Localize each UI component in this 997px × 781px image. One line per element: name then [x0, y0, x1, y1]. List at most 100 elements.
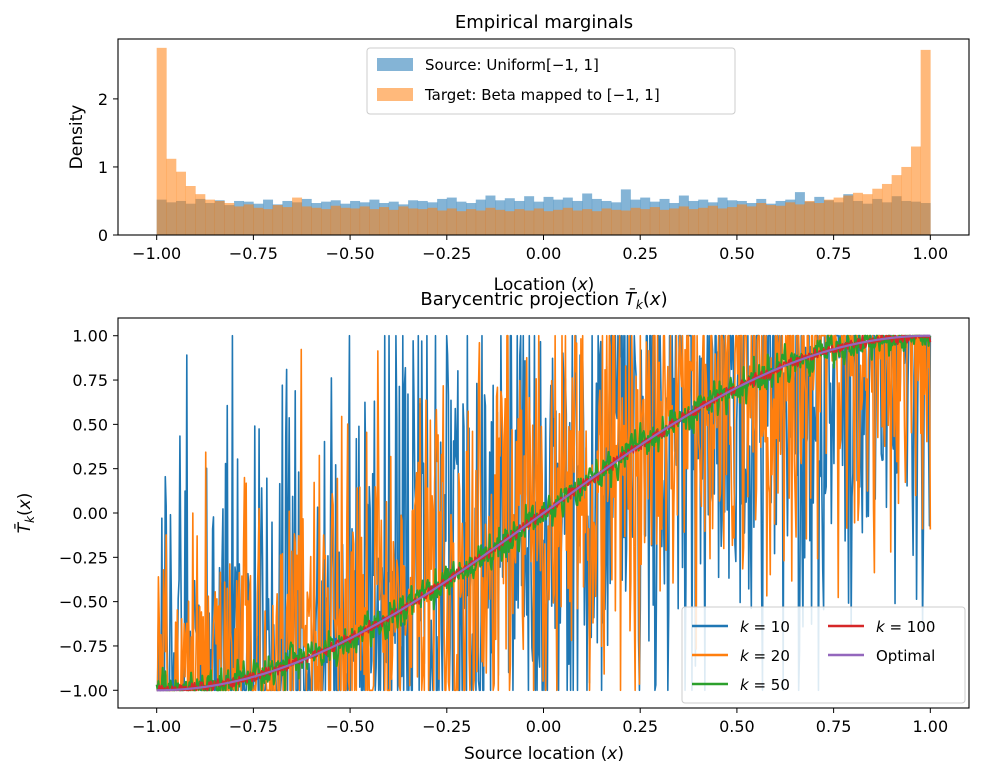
histogram-chart: Empirical marginals −1.00 −0.75 −0.50 −0.25…	[67, 12, 970, 295]
target-bar	[872, 188, 883, 235]
x-tick-label: 0.75	[816, 244, 852, 263]
legend-label: k = 50	[740, 676, 790, 694]
y-tick-label: 0.50	[72, 415, 108, 434]
target-bar	[794, 204, 805, 235]
target-bar	[388, 209, 399, 235]
target-bar	[611, 209, 622, 235]
histogram-y-ticks: 0 1 2	[98, 90, 118, 245]
projection-y-label: T̄k(x)	[13, 493, 37, 534]
target-bar	[640, 209, 651, 235]
target-bar	[543, 211, 554, 235]
y-tick-label: 0	[98, 226, 108, 245]
target-bar	[843, 195, 854, 235]
target-bar	[185, 186, 196, 235]
target-bar	[572, 210, 583, 235]
series-line-Optimal	[156, 334, 931, 692]
target-bar	[591, 211, 602, 235]
x-tick-label: −1.00	[132, 717, 181, 736]
y-tick-label: −1.00	[59, 681, 108, 700]
x-tick-label: −0.75	[229, 244, 278, 263]
target-bar	[224, 203, 235, 235]
x-tick-label: −1.00	[132, 244, 181, 263]
target-bar	[408, 208, 419, 235]
histogram-x-ticks: −1.00 −0.75 −0.50 −0.25 0.00 0.25 0.50 0.75 1.00	[132, 235, 948, 263]
y-tick-label: 2	[98, 90, 108, 109]
x-tick-label: −0.25	[422, 717, 471, 736]
legend-label: k = 100	[876, 618, 935, 636]
target-bar	[659, 209, 670, 235]
x-tick-label: 1.00	[913, 717, 949, 736]
target-bar	[475, 210, 486, 235]
target-bar	[630, 207, 641, 235]
target-bar	[495, 209, 506, 235]
target-bar	[514, 209, 525, 235]
target-bar	[427, 207, 438, 235]
legend-source-label: Source: Uniform[−1, 1]	[425, 56, 599, 74]
legend-label: k = 20	[740, 647, 790, 665]
projection-legend: k = 10 k = 100 k = 20 Optimal k = 50	[681, 606, 966, 704]
target-bar	[756, 203, 767, 235]
target-bar	[562, 207, 573, 235]
projection-plot-area	[155, 334, 932, 692]
target-bar	[282, 207, 293, 235]
histogram-legend-box	[366, 47, 736, 115]
x-tick-label: −0.75	[229, 717, 278, 736]
x-tick-label: 0.25	[622, 244, 658, 263]
target-bar	[369, 209, 380, 235]
target-bar	[698, 207, 709, 235]
target-bar	[852, 192, 863, 235]
x-tick-label: 0.25	[622, 717, 658, 736]
x-tick-label: −0.50	[326, 717, 375, 736]
source-swatch	[377, 58, 413, 71]
target-bar	[688, 209, 699, 235]
legend-label: Optimal	[876, 647, 935, 665]
projection-y-ticks: 1.00 0.75 0.50 0.25 0.00 −0.25 −0.50 −0.75 −1.00	[59, 327, 118, 700]
x-tick-label: 0.00	[526, 717, 562, 736]
target-bar	[746, 206, 757, 235]
x-tick-label: 0.50	[719, 717, 755, 736]
x-tick-label: 0.75	[816, 717, 852, 736]
target-bar	[582, 209, 593, 235]
target-bar	[321, 209, 332, 235]
target-bar	[214, 200, 225, 235]
target-bars	[156, 47, 931, 236]
target-bar	[678, 206, 689, 235]
y-tick-label: 0.75	[72, 371, 108, 390]
target-bar	[437, 210, 448, 235]
x-tick-label: 0.50	[719, 244, 755, 263]
projection-title: Barycentric projection T̄k(x)	[420, 288, 667, 312]
target-bar	[417, 209, 428, 235]
target-bar	[533, 208, 544, 235]
target-bar	[881, 183, 892, 235]
target-bar	[891, 175, 902, 235]
target-bar	[727, 207, 738, 235]
y-tick-label: 0.25	[72, 460, 108, 479]
target-bar	[359, 206, 370, 235]
histogram-title: Empirical marginals	[455, 12, 633, 33]
target-bar	[350, 208, 361, 235]
series-line-k100	[156, 334, 932, 692]
legend-label: k = 10	[740, 618, 790, 636]
histogram-y-label: Density	[67, 105, 87, 170]
target-bar	[243, 204, 254, 235]
target-bar	[504, 211, 515, 235]
legend-target-label: Target: Beta mapped to [−1, 1]	[424, 86, 660, 104]
target-bar	[205, 199, 216, 235]
target-bar	[330, 205, 341, 235]
target-bar	[901, 166, 912, 235]
y-tick-label: −0.75	[59, 637, 108, 656]
x-tick-label: 0.00	[526, 244, 562, 263]
target-bar	[601, 208, 612, 235]
histogram-legend: Source: Uniform[−1, 1] Target: Beta mapp…	[366, 47, 736, 115]
projection-x-ticks: −1.00 −0.75 −0.50 −0.25 0.00 0.25 0.50 0.75 1.00	[132, 708, 948, 736]
target-bar	[446, 208, 457, 235]
projection-lines	[155, 334, 932, 692]
target-bar	[340, 207, 351, 235]
target-bar	[176, 171, 186, 235]
target-bar	[292, 197, 303, 235]
target-bar	[553, 209, 564, 235]
target-bar	[195, 194, 206, 235]
target-swatch	[377, 88, 413, 101]
target-bar	[166, 158, 177, 235]
